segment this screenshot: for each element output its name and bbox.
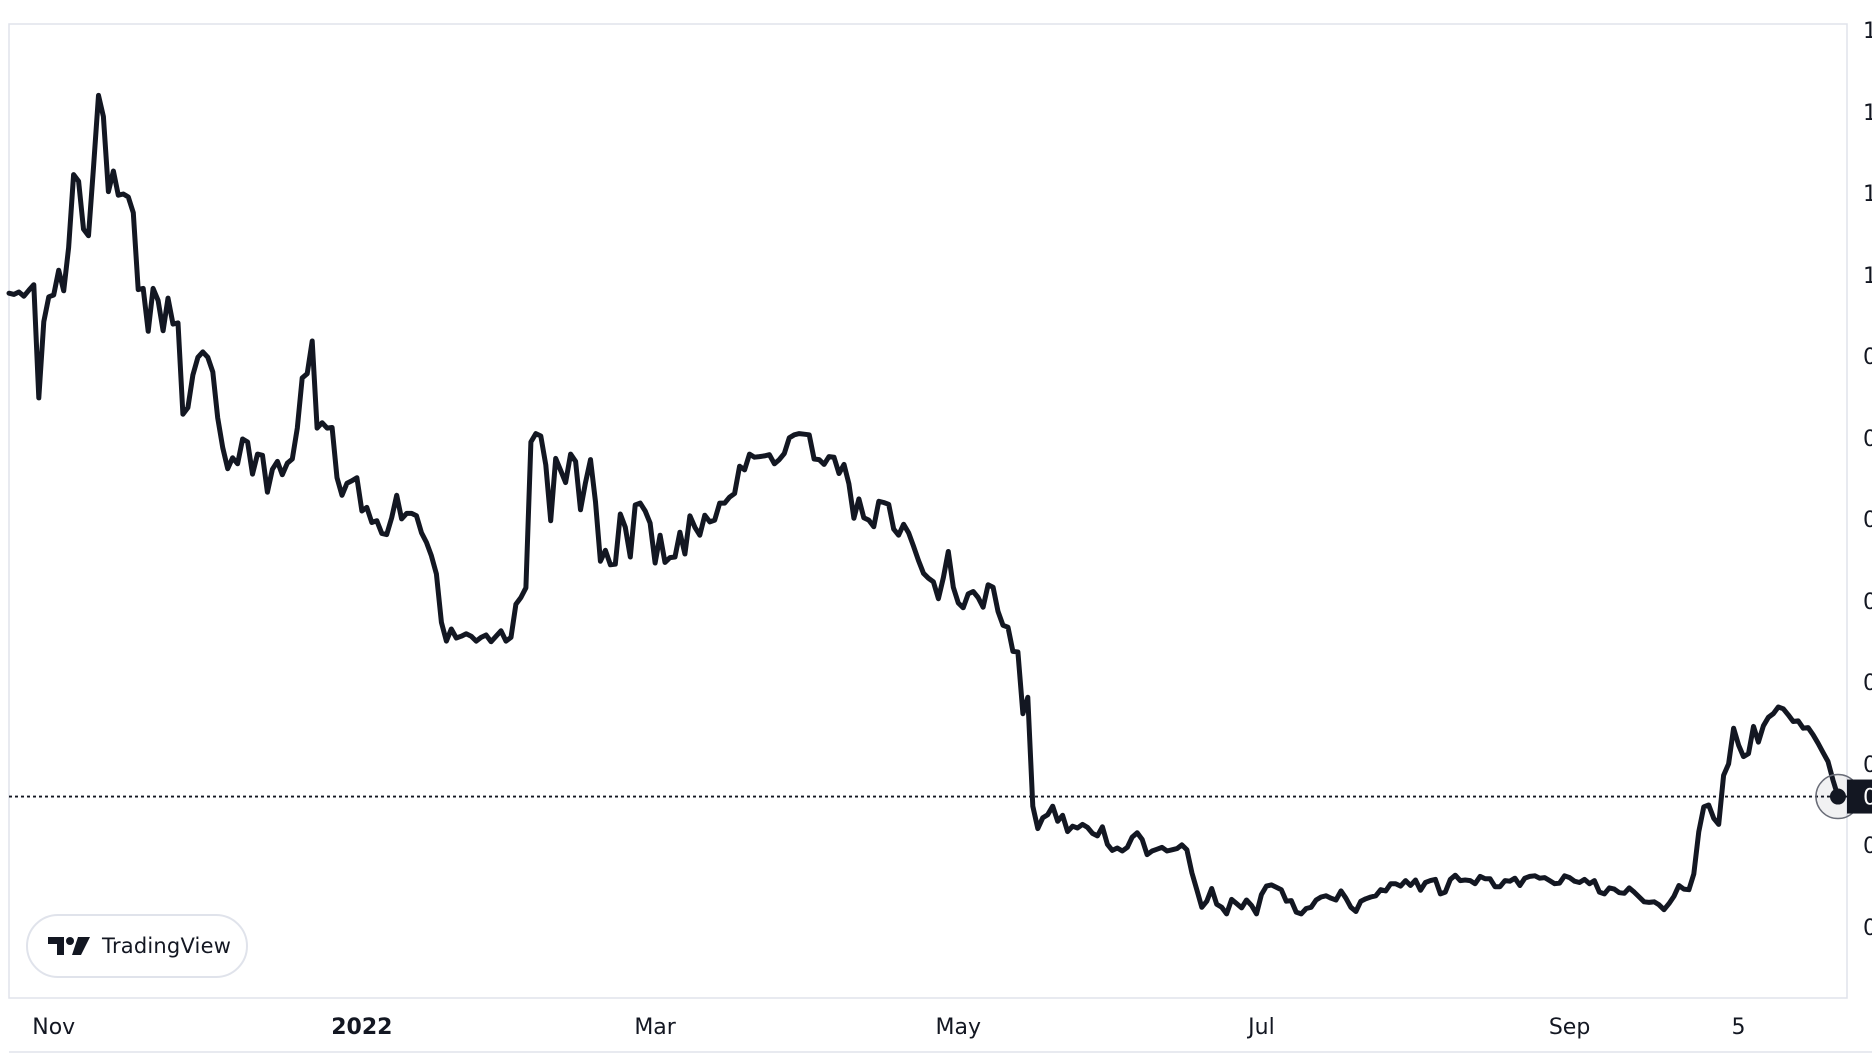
current-value-badge-bg bbox=[1847, 779, 1872, 814]
x-tick-label: Sep bbox=[1549, 1015, 1590, 1040]
series-line bbox=[6, 92, 1841, 917]
y-tick-label: 1 bbox=[1863, 182, 1872, 207]
x-tick-label: Mar bbox=[634, 1015, 676, 1040]
y-tick-label: 1 bbox=[1863, 101, 1872, 126]
last-point-dot bbox=[1829, 788, 1846, 805]
y-tick-label: 1 bbox=[1863, 264, 1872, 289]
x-tick-label: Jul bbox=[1246, 1015, 1275, 1040]
tradingview-logo-badge[interactable]: TradingView bbox=[26, 914, 248, 978]
y-axis: 1 1 1 1 0 0 0 0 0 0 0 0 bbox=[1863, 19, 1872, 941]
x-tick-label: May bbox=[936, 1015, 981, 1040]
x-axis: Nov 2022 Mar May Jul Sep 5 bbox=[32, 1015, 1745, 1040]
x-tick-label: 2022 bbox=[331, 1015, 392, 1040]
y-tick-label: 0 bbox=[1863, 753, 1872, 778]
plot-border bbox=[8, 23, 1848, 999]
y-tick-label: 0 bbox=[1863, 671, 1872, 696]
x-tick-label: Nov bbox=[32, 1015, 75, 1040]
x-tick-label: 5 bbox=[1732, 1015, 1746, 1040]
y-tick-label: 0 bbox=[1863, 345, 1872, 370]
current-value-badge-text: 0 bbox=[1863, 786, 1872, 811]
y-tick-label: 0 bbox=[1863, 508, 1872, 533]
y-tick-label: 0 bbox=[1863, 834, 1872, 859]
tradingview-logo-icon bbox=[48, 937, 90, 955]
y-tick-label: 0 bbox=[1863, 590, 1872, 615]
y-tick-label: 0 bbox=[1863, 427, 1872, 452]
y-tick-label: 0 bbox=[1863, 916, 1872, 941]
tradingview-logo-text: TradingView bbox=[102, 934, 232, 958]
current-value-badge: 0 bbox=[1847, 779, 1872, 814]
y-tick-label: 1 bbox=[1863, 19, 1872, 44]
